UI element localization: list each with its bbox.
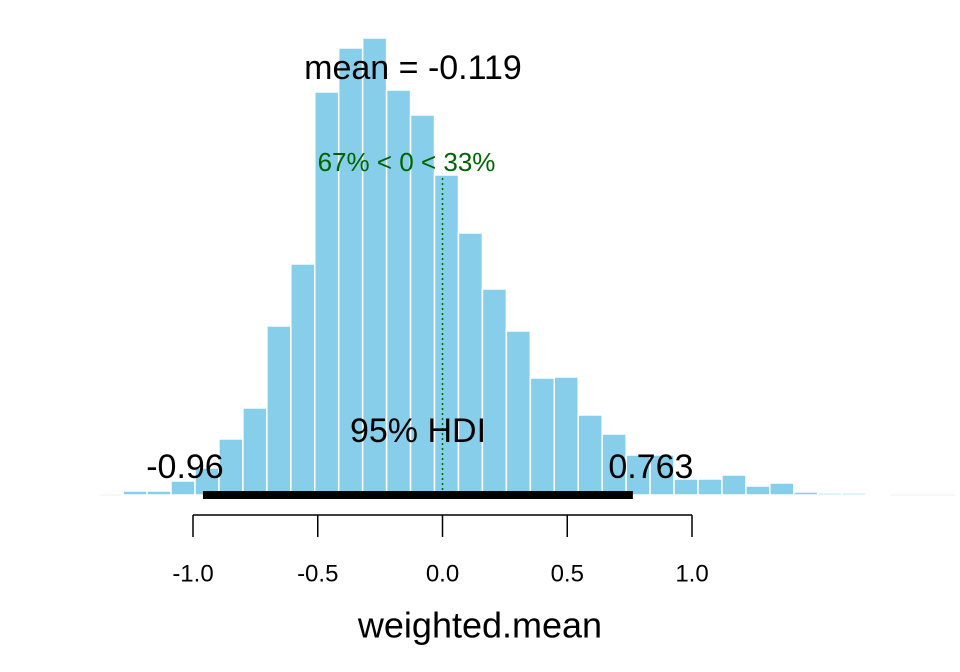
x-axis-label: weighted.mean bbox=[357, 605, 602, 646]
comparison-label: 67% < 0 < 33% bbox=[318, 147, 496, 177]
bar bbox=[745, 485, 771, 496]
x-tick-label: 0.0 bbox=[426, 560, 459, 587]
bar bbox=[553, 376, 579, 496]
bar bbox=[481, 288, 508, 496]
bar bbox=[122, 490, 148, 496]
bar bbox=[769, 482, 795, 496]
bar bbox=[816, 492, 843, 496]
bar bbox=[577, 414, 603, 496]
bar bbox=[457, 232, 484, 496]
x-tick-label: 1.0 bbox=[675, 560, 708, 587]
hdi-high-label: 0.763 bbox=[608, 448, 693, 486]
bar bbox=[529, 377, 556, 496]
bar bbox=[840, 492, 867, 496]
bar bbox=[649, 454, 675, 496]
bar bbox=[290, 263, 316, 496]
bar bbox=[505, 330, 532, 496]
bar bbox=[721, 474, 747, 496]
x-tick-label: -1.0 bbox=[172, 560, 213, 587]
x-tick-label: -0.5 bbox=[297, 560, 338, 587]
mean-label: mean = -0.119 bbox=[304, 49, 522, 87]
x-tick-label: 0.5 bbox=[551, 560, 584, 587]
hdi-low-label: -0.96 bbox=[146, 448, 224, 486]
bar bbox=[697, 478, 723, 496]
bar bbox=[242, 407, 268, 496]
bar bbox=[146, 490, 172, 496]
hdi-label: 95% HDI bbox=[350, 412, 486, 450]
bar bbox=[793, 491, 819, 496]
bar bbox=[864, 493, 891, 496]
bar bbox=[266, 325, 292, 496]
